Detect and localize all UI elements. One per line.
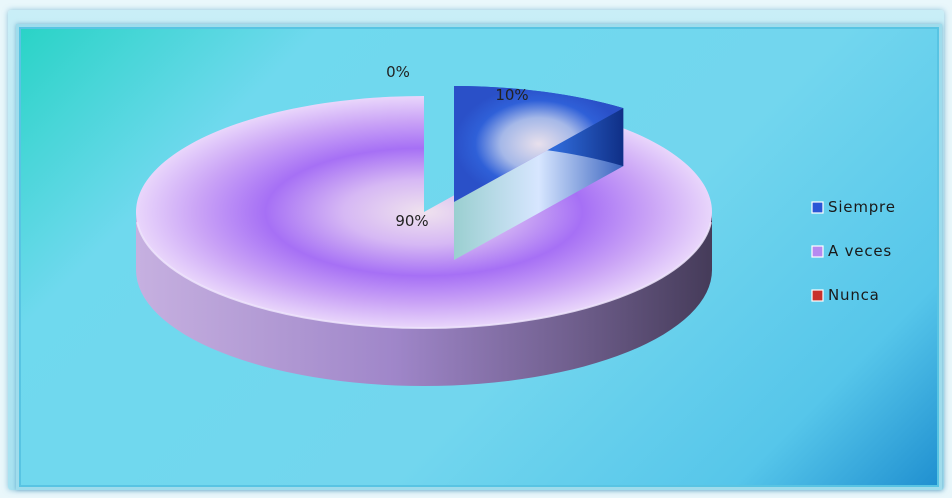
data-label-a-veces: 90% [395, 212, 428, 230]
slice-side-a-veces [136, 212, 712, 386]
legend-swatch-siempre [811, 201, 824, 214]
legend: Siempre A veces Nunca [811, 198, 896, 304]
legend-label-nunca: Nunca [828, 286, 880, 304]
data-label-nunca: 0% [386, 63, 410, 81]
legend-label-a-veces: A veces [828, 242, 892, 260]
slice-rim-a-veces [136, 221, 712, 329]
slice-siempre [454, 86, 624, 202]
legend-label-siempre: Siempre [828, 198, 896, 216]
legend-swatch-nunca [811, 289, 824, 302]
data-label-siempre: 10% [495, 86, 528, 104]
legend-swatch-a-veces [811, 245, 824, 258]
